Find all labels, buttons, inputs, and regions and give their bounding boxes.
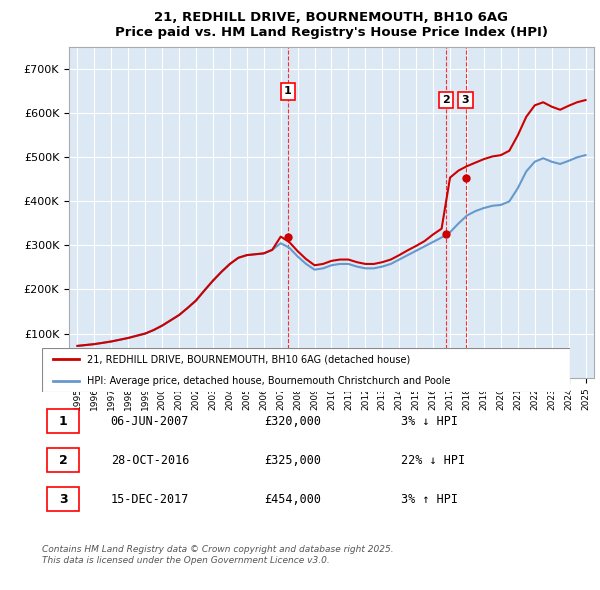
Text: 28-OCT-2016: 28-OCT-2016 (110, 454, 189, 467)
Text: 1: 1 (284, 86, 292, 96)
Text: 15-DEC-2017: 15-DEC-2017 (110, 493, 189, 506)
Text: 06-JUN-2007: 06-JUN-2007 (110, 415, 189, 428)
Text: 3% ↓ HPI: 3% ↓ HPI (401, 415, 458, 428)
Text: HPI: Average price, detached house, Bournemouth Christchurch and Poole: HPI: Average price, detached house, Bour… (87, 376, 451, 386)
Text: 22% ↓ HPI: 22% ↓ HPI (401, 454, 465, 467)
Text: £325,000: £325,000 (264, 454, 321, 467)
FancyBboxPatch shape (47, 409, 79, 433)
Text: 2: 2 (442, 95, 449, 105)
Text: 3% ↑ HPI: 3% ↑ HPI (401, 493, 458, 506)
FancyBboxPatch shape (47, 448, 79, 472)
FancyBboxPatch shape (42, 348, 570, 392)
Text: 1: 1 (59, 415, 67, 428)
Text: 21, REDHILL DRIVE, BOURNEMOUTH, BH10 6AG (detached house): 21, REDHILL DRIVE, BOURNEMOUTH, BH10 6AG… (87, 354, 410, 364)
Title: 21, REDHILL DRIVE, BOURNEMOUTH, BH10 6AG
Price paid vs. HM Land Registry's House: 21, REDHILL DRIVE, BOURNEMOUTH, BH10 6AG… (115, 11, 548, 39)
Text: Contains HM Land Registry data © Crown copyright and database right 2025.
This d: Contains HM Land Registry data © Crown c… (42, 545, 394, 565)
Text: 3: 3 (462, 95, 469, 105)
Text: £454,000: £454,000 (264, 493, 321, 506)
FancyBboxPatch shape (47, 487, 79, 511)
Text: 3: 3 (59, 493, 67, 506)
Text: £320,000: £320,000 (264, 415, 321, 428)
Text: 2: 2 (59, 454, 67, 467)
